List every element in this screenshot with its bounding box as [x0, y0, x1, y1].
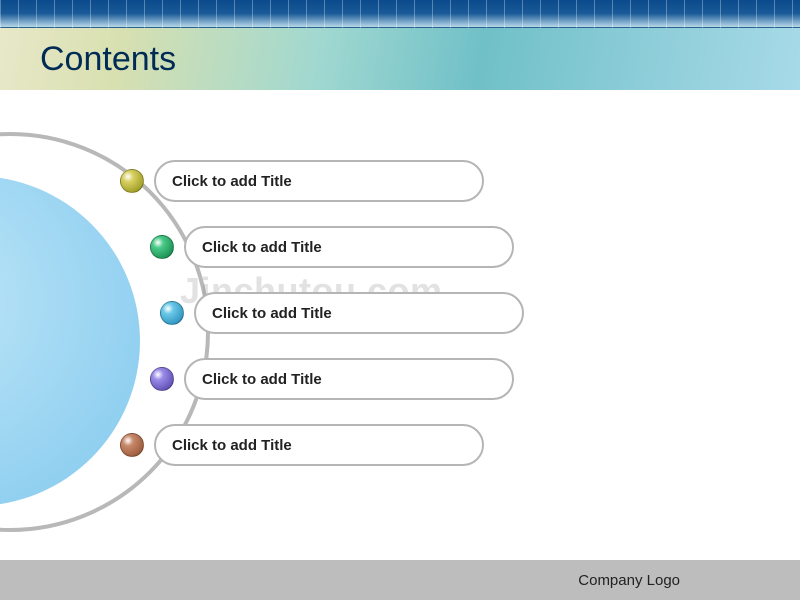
list-item: Click to add Title	[150, 226, 514, 268]
title-text: Click to add Title	[172, 173, 292, 190]
title-pill[interactable]: Click to add Title	[154, 160, 484, 202]
footer-logo-text: Company Logo	[578, 572, 680, 589]
header-top-bar	[0, 0, 800, 28]
title-text: Click to add Title	[212, 305, 332, 322]
bullet-icon	[150, 367, 174, 391]
bullet-icon	[160, 301, 184, 325]
page-title: Contents	[40, 40, 176, 79]
title-pill[interactable]: Click to add Title	[184, 226, 514, 268]
header-band: Contents	[0, 28, 800, 90]
bullet-icon	[150, 235, 174, 259]
main-content: Jinchutou.com Click to add TitleClick to…	[0, 90, 800, 560]
title-pill[interactable]: Click to add Title	[184, 358, 514, 400]
list-item: Click to add Title	[150, 358, 514, 400]
title-text: Click to add Title	[172, 437, 292, 454]
header-grid-pattern	[0, 0, 800, 28]
title-pill[interactable]: Click to add Title	[194, 292, 524, 334]
list-item: Click to add Title	[120, 424, 484, 466]
title-pill[interactable]: Click to add Title	[154, 424, 484, 466]
list-item: Click to add Title	[160, 292, 524, 334]
bullet-icon	[120, 169, 144, 193]
footer: Company Logo	[0, 560, 800, 600]
bullet-icon	[120, 433, 144, 457]
title-text: Click to add Title	[202, 371, 322, 388]
list-item: Click to add Title	[120, 160, 484, 202]
header: www.themegallery. com Contents	[0, 0, 800, 90]
title-text: Click to add Title	[202, 239, 322, 256]
